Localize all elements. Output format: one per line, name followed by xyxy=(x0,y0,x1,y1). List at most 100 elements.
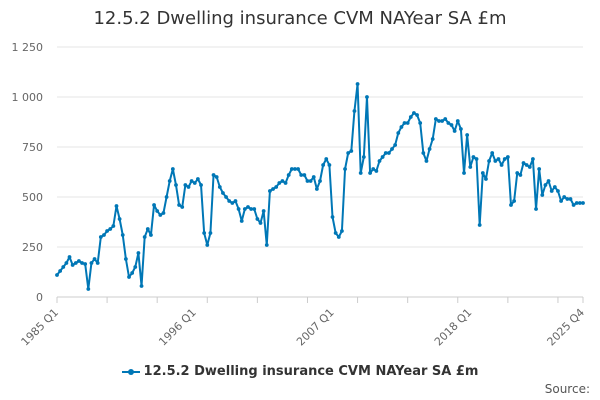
data-point xyxy=(543,183,548,187)
data-point xyxy=(433,117,438,121)
legend[interactable]: 12.5.2 Dwelling insurance CVM NAYear SA … xyxy=(0,364,600,379)
data-point xyxy=(408,115,413,119)
x-axis xyxy=(56,296,584,303)
data-point xyxy=(205,243,210,247)
data-point xyxy=(499,163,504,167)
y-tick-label: 0 xyxy=(36,291,43,304)
data-point xyxy=(92,257,97,261)
data-point xyxy=(296,167,300,171)
data-point xyxy=(577,201,582,205)
data-point xyxy=(343,167,347,171)
y-axis-ticks: 0 250 500 750 1 000 1 250 xyxy=(12,41,44,304)
data-point xyxy=(255,217,260,221)
data-point xyxy=(505,155,510,159)
data-point xyxy=(314,187,319,191)
data-point xyxy=(108,227,113,231)
data-point xyxy=(130,271,135,275)
data-point xyxy=(268,189,272,193)
data-point xyxy=(311,175,316,179)
data-point xyxy=(195,177,200,181)
data-point xyxy=(490,151,495,155)
data-point xyxy=(430,137,435,141)
data-point xyxy=(114,204,119,208)
data-point xyxy=(374,169,379,173)
data-point xyxy=(527,165,532,169)
data-point xyxy=(452,129,457,133)
data-point xyxy=(230,201,235,205)
data-point xyxy=(102,233,106,237)
data-point xyxy=(502,157,507,161)
x-tick-label: 2018 Q1 xyxy=(432,306,475,349)
data-point xyxy=(70,263,75,267)
y-tick-label: 500 xyxy=(22,191,43,204)
data-point xyxy=(336,235,341,239)
data-point xyxy=(73,261,78,265)
data-point xyxy=(556,189,560,193)
data-point xyxy=(371,167,376,171)
source-label: Source: xyxy=(544,382,590,396)
data-point xyxy=(199,183,203,187)
data-point xyxy=(437,119,441,123)
data-point xyxy=(465,133,470,137)
series-line xyxy=(56,83,583,290)
x-axis-ticks: 1985 Q1 1996 Q1 2007 Q1 2018 Q1 2025 Q4 xyxy=(19,306,588,349)
data-point xyxy=(443,117,448,121)
data-point xyxy=(571,203,576,207)
data-point xyxy=(286,173,291,177)
data-point xyxy=(540,193,545,197)
x-tick-label: 2025 Q4 xyxy=(545,306,588,349)
data-point xyxy=(549,189,554,193)
data-point xyxy=(214,175,219,179)
data-point xyxy=(440,119,445,123)
series-layer xyxy=(55,82,585,291)
data-point xyxy=(521,161,526,165)
data-point xyxy=(152,203,156,207)
data-point xyxy=(127,275,131,279)
data-point xyxy=(358,171,363,175)
data-point xyxy=(531,157,535,161)
data-point xyxy=(293,167,297,171)
data-point xyxy=(380,155,385,159)
data-point xyxy=(480,171,485,175)
data-point xyxy=(271,187,275,191)
data-point xyxy=(396,131,401,135)
data-point xyxy=(383,151,388,155)
data-point xyxy=(424,159,429,163)
data-point xyxy=(399,125,404,129)
data-point xyxy=(412,111,416,115)
data-point xyxy=(474,157,479,161)
data-point xyxy=(568,197,573,201)
data-point xyxy=(493,159,498,163)
data-point xyxy=(221,191,225,195)
data-point xyxy=(120,233,125,237)
data-point xyxy=(280,179,285,183)
data-point xyxy=(86,287,91,291)
data-point xyxy=(149,233,153,237)
y-tick-label: 750 xyxy=(22,141,43,154)
data-point xyxy=(242,207,247,211)
grid-lines xyxy=(57,46,583,248)
data-point xyxy=(562,195,567,199)
data-point xyxy=(299,173,304,177)
data-point xyxy=(192,181,197,185)
data-point xyxy=(515,171,520,175)
data-point xyxy=(95,261,100,265)
data-point xyxy=(80,261,84,265)
data-point xyxy=(355,82,360,86)
data-point xyxy=(61,265,66,269)
data-point xyxy=(274,185,279,189)
data-point xyxy=(83,262,88,266)
legend-label: 12.5.2 Dwelling insurance CVM NAYear SA … xyxy=(143,364,479,379)
data-point xyxy=(264,243,269,247)
data-point xyxy=(123,257,128,261)
data-point xyxy=(546,179,551,183)
x-tick-label: 1985 Q1 xyxy=(19,306,62,349)
data-point xyxy=(55,273,59,277)
data-point xyxy=(377,159,382,163)
data-point xyxy=(258,221,263,225)
y-tick-label: 1 250 xyxy=(12,41,44,54)
y-tick-label: 1 000 xyxy=(12,91,44,104)
data-point xyxy=(487,159,491,163)
data-point xyxy=(340,229,344,233)
data-point xyxy=(174,183,178,187)
